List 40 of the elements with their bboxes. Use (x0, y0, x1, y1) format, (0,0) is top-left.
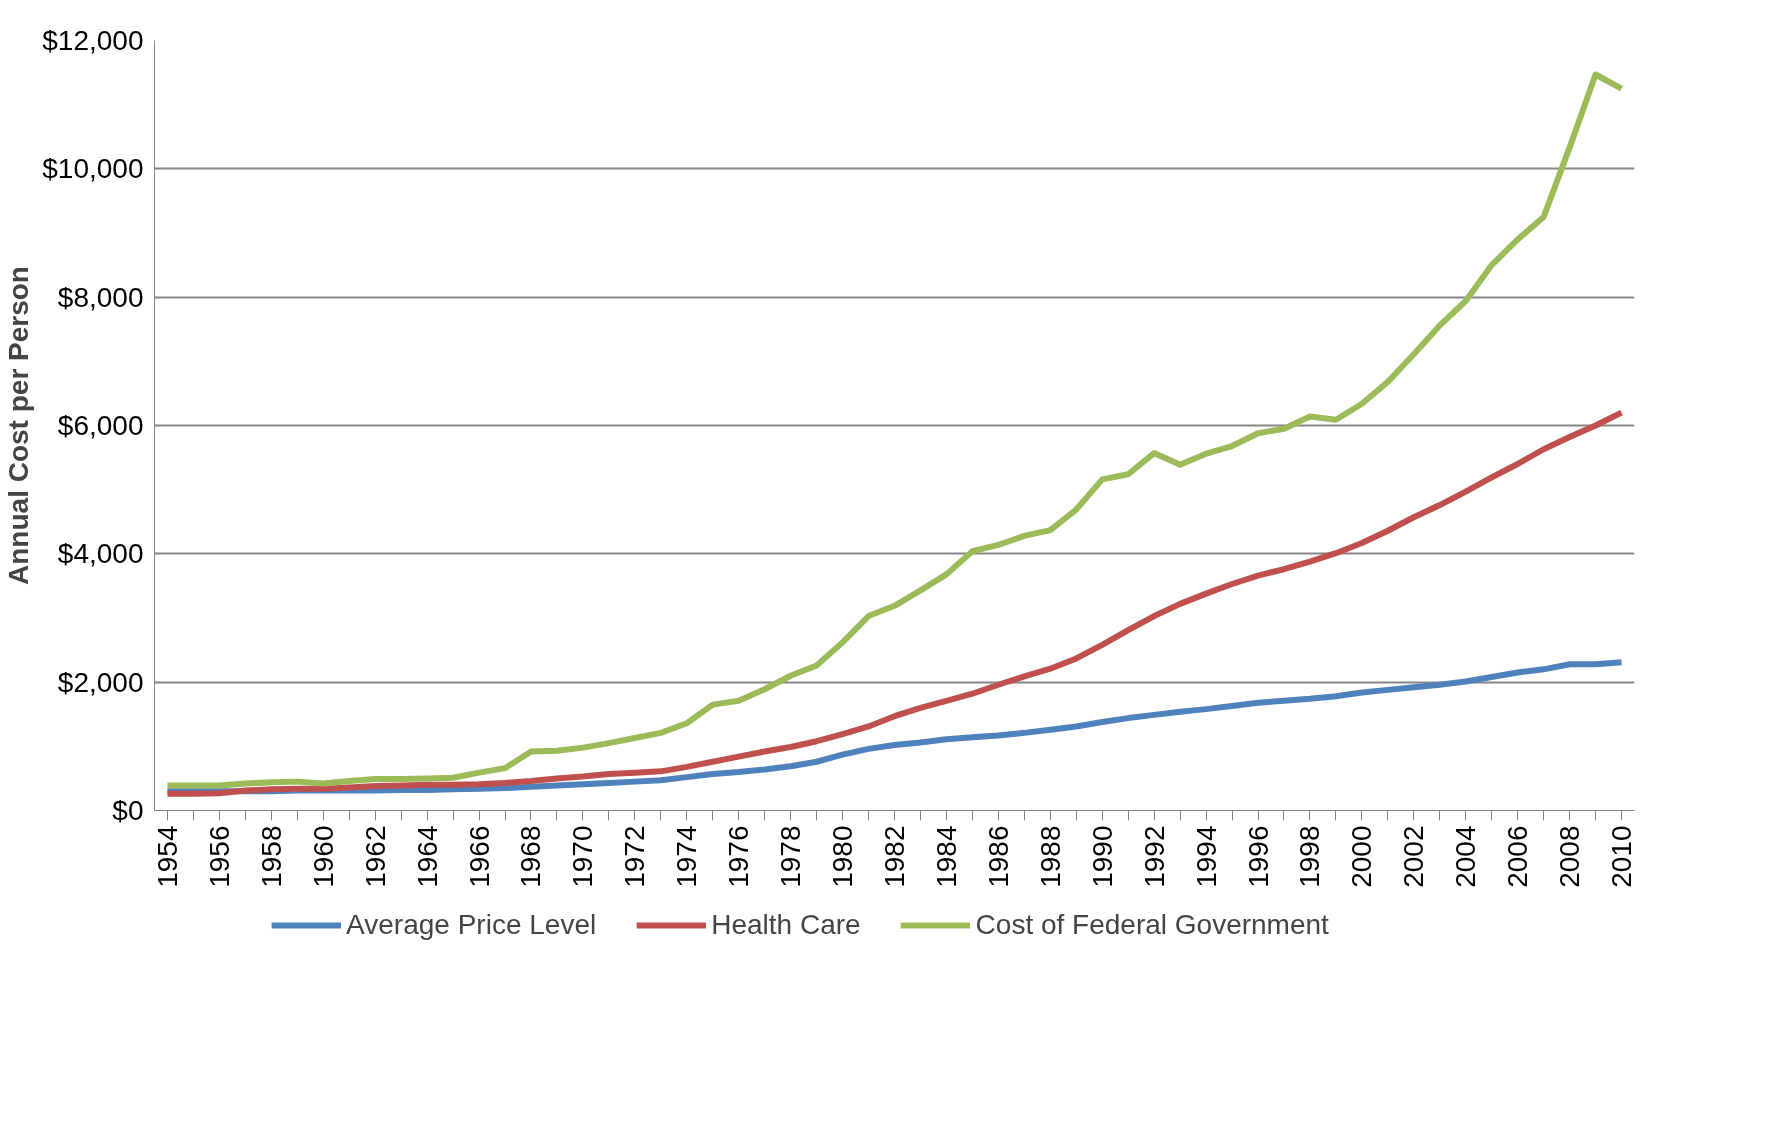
x-tick-label: 1988 (1034, 825, 1066, 888)
x-tick-label: 1968 (515, 825, 547, 888)
x-tick-label: 1964 (411, 825, 443, 888)
x-tick-label: 1998 (1294, 825, 1326, 888)
legend-label: Health Care (711, 909, 861, 941)
x-tick-label: 1976 (723, 825, 755, 888)
x-tick-label: 2006 (1502, 825, 1534, 888)
y-tick-label: $10,000 (42, 153, 144, 185)
x-tick-label: 1982 (879, 825, 910, 888)
y-tick-label: $12,000 (42, 25, 144, 56)
y-tick-label: $8,000 (57, 281, 144, 313)
x-tick-label: 2000 (1346, 825, 1378, 888)
x-tick-label: 1984 (930, 825, 962, 888)
x-tick-label: 1970 (567, 825, 599, 888)
x-tick-label: 1990 (1086, 825, 1118, 888)
legend-label: Cost of Federal Government (975, 909, 1329, 941)
y-tick-label: $6,000 (57, 410, 144, 441)
x-tick-label: 2010 (1606, 825, 1638, 888)
x-tick-label: 1974 (671, 825, 703, 888)
x-tick-label: 1954 (151, 825, 183, 888)
x-tick-label: 1958 (255, 825, 287, 888)
legend-label: Average Price Level (346, 909, 597, 941)
x-tick-label: 1996 (1242, 825, 1274, 888)
x-tick-label: 1978 (775, 825, 807, 888)
y-axis-title: Annual Cost per Person (3, 266, 35, 585)
x-tick-label: 1992 (1138, 825, 1170, 888)
x-tick-label: 2004 (1450, 825, 1482, 888)
y-tick-label: $2,000 (57, 666, 144, 698)
y-tick-label: $4,000 (57, 538, 144, 570)
x-tick-label: 1956 (203, 825, 235, 888)
y-tick-label: $0 (112, 795, 144, 826)
x-tick-label: 1972 (619, 825, 651, 888)
x-tick-label: 1980 (827, 825, 859, 888)
x-tick-label: 1994 (1190, 825, 1222, 888)
x-tick-label: 1966 (463, 825, 495, 888)
x-tick-label: 1986 (982, 825, 1014, 888)
x-tick-label: 1962 (359, 825, 391, 888)
x-tick-label: 1960 (307, 825, 339, 888)
x-tick-label: 2002 (1398, 825, 1430, 888)
x-tick-label: 2008 (1554, 825, 1586, 888)
